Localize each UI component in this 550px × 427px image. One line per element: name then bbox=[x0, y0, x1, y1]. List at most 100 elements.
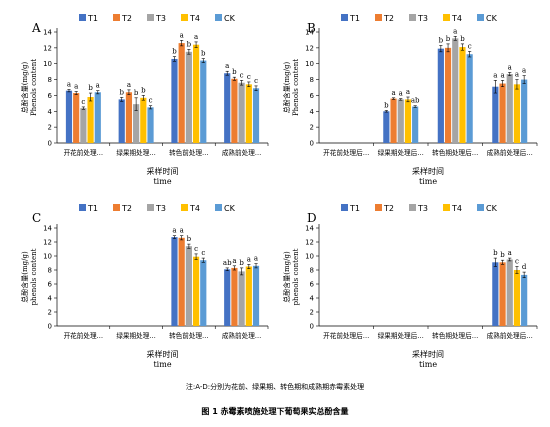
y-tick-label: 12 bbox=[305, 44, 314, 52]
x-axis-label-en: time bbox=[153, 360, 171, 369]
y-tick-label: 4 bbox=[310, 295, 315, 303]
significance-letter: b bbox=[134, 89, 139, 97]
legend-label-t2: T2 bbox=[383, 14, 394, 23]
legend-swatch-t4 bbox=[181, 204, 188, 211]
significance-letter: a bbox=[493, 71, 497, 79]
significance-letter: b bbox=[187, 235, 192, 243]
bar-t2 bbox=[499, 83, 506, 143]
legend-swatch-t1 bbox=[341, 14, 348, 21]
bar-ck bbox=[252, 265, 260, 326]
significance-letter: ab bbox=[223, 259, 232, 267]
bar-t4 bbox=[404, 99, 412, 143]
x-tick-label: 开花前处理后… bbox=[323, 331, 369, 340]
significance-letter: c bbox=[254, 77, 258, 85]
y-tick-label: 14 bbox=[305, 29, 314, 37]
bar-t2 bbox=[499, 262, 506, 326]
x-axis-label-en: time bbox=[153, 177, 171, 186]
bar-t2 bbox=[231, 267, 238, 326]
significance-letter: c bbox=[81, 98, 85, 106]
significance-letter: a bbox=[172, 227, 176, 235]
bar-t4 bbox=[140, 97, 147, 143]
bar-t1 bbox=[171, 237, 178, 326]
significance-letter: a bbox=[391, 89, 395, 97]
y-axis-label-cn: 总酚含量(mg/g) bbox=[282, 251, 291, 303]
bar-t1 bbox=[437, 48, 444, 143]
significance-letter: c bbox=[240, 71, 244, 79]
bar-t1 bbox=[492, 86, 499, 143]
bar-t3 bbox=[185, 51, 192, 144]
bar-t1 bbox=[65, 90, 73, 143]
y-tick-label: 10 bbox=[305, 60, 314, 68]
x-axis-label-en: time bbox=[419, 177, 437, 186]
figure-note: 注:A-D:分别为花前、绿果期、转色期和成熟期赤霉素处理 bbox=[185, 383, 365, 391]
x-axis-label-en: time bbox=[419, 360, 437, 369]
bar-t2 bbox=[390, 98, 397, 143]
y-tick-label: 6 bbox=[310, 92, 315, 100]
legend-label-ck: CK bbox=[224, 14, 236, 23]
significance-letter: a bbox=[74, 82, 78, 90]
y-axis-label-en: phenols content bbox=[30, 248, 38, 305]
y-tick-label: 0 bbox=[310, 140, 314, 148]
panel-letter: D bbox=[307, 211, 317, 225]
chart-panel-b: B T1 T2 T3 T4 CK 0 2 4 6 8 10 12 14 总酚含量(mg/g) Phenols … bbox=[282, 14, 538, 186]
bar-t2 bbox=[444, 47, 452, 143]
significance-letter: b bbox=[232, 68, 237, 76]
significance-letter: a bbox=[225, 62, 229, 70]
bar-ck bbox=[94, 92, 101, 143]
x-tick-label: 转色前处理… bbox=[169, 331, 209, 340]
y-axis-label-en: Phenols content bbox=[30, 59, 38, 116]
significance-letter: b bbox=[460, 35, 465, 43]
legend-label-t4: T4 bbox=[189, 14, 200, 23]
x-tick-label: 绿果期处理后… bbox=[378, 331, 424, 340]
bar-t4 bbox=[513, 84, 521, 143]
bar-t3 bbox=[80, 108, 87, 143]
bar-t3 bbox=[397, 99, 404, 143]
legend-swatch-t3 bbox=[147, 14, 154, 21]
significance-letter: a bbox=[127, 81, 131, 89]
significance-letter: b bbox=[172, 48, 177, 56]
bar-t3 bbox=[133, 104, 140, 143]
y-axis-label-cn: 总酚含量(mg/g) bbox=[20, 251, 29, 303]
x-tick-label: 绿果期处理… bbox=[116, 331, 156, 340]
bar-t4 bbox=[245, 84, 252, 143]
bar-t3 bbox=[506, 74, 513, 143]
y-tick-label: 4 bbox=[48, 108, 53, 116]
bar-t1 bbox=[118, 99, 125, 143]
legend-swatch-t3 bbox=[409, 14, 416, 21]
significance-letter: a bbox=[399, 90, 403, 98]
significance-letter: b bbox=[239, 259, 244, 267]
legend-label-t1: T1 bbox=[87, 204, 98, 213]
y-tick-label: 6 bbox=[310, 281, 315, 289]
chart-panel-a: A T1 T2 T3 T4 CK 0 2 4 6 8 10 12 14 总酚含量(mg/g) Phenols … bbox=[20, 14, 269, 186]
legend-swatch-t2 bbox=[375, 204, 382, 211]
bar-t4 bbox=[192, 256, 200, 326]
significance-letter: c bbox=[149, 97, 153, 105]
panel-letter: A bbox=[31, 21, 41, 35]
bar-t2 bbox=[231, 78, 238, 143]
legend-label-ck: CK bbox=[486, 14, 498, 23]
y-tick-label: 10 bbox=[305, 253, 314, 261]
significance-letter: ab bbox=[411, 97, 420, 105]
significance-letter: b bbox=[201, 50, 206, 58]
bar-ck bbox=[252, 88, 260, 143]
legend-label-t3: T3 bbox=[155, 14, 166, 23]
bar-t1 bbox=[492, 262, 499, 326]
significance-letter: a bbox=[67, 80, 71, 88]
bar-t1 bbox=[224, 269, 231, 326]
legend-label-ck: CK bbox=[224, 204, 236, 213]
significance-letter: a bbox=[96, 82, 100, 90]
y-tick-label: 8 bbox=[48, 76, 52, 84]
significance-letter: c bbox=[201, 249, 205, 257]
significance-letter: c bbox=[515, 258, 519, 266]
legend-label-t1: T1 bbox=[349, 204, 360, 213]
bar-ck bbox=[466, 54, 473, 144]
significance-letter: b bbox=[500, 251, 505, 259]
x-tick-label: 转色期处理后… bbox=[432, 331, 478, 340]
y-tick-label: 2 bbox=[310, 124, 314, 132]
bar-t2 bbox=[73, 93, 80, 143]
bar-t3 bbox=[506, 259, 513, 326]
legend-label-t1: T1 bbox=[87, 14, 98, 23]
legend-swatch-t1 bbox=[341, 204, 348, 211]
significance-letter: a bbox=[247, 255, 251, 263]
